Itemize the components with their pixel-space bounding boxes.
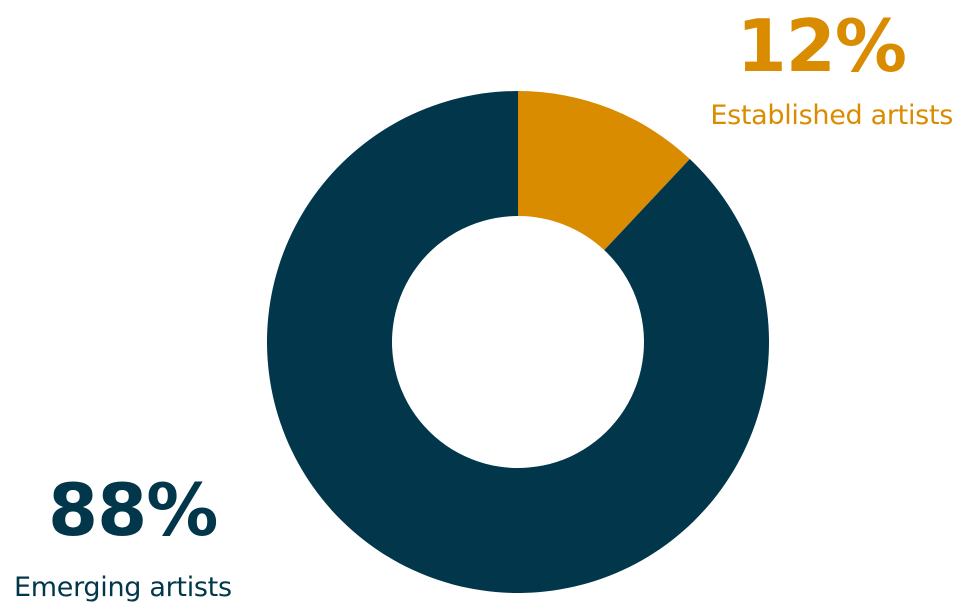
emerging-artists-label: Emerging artists: [14, 572, 232, 603]
established-artists-percent-label: 12%: [736, 4, 907, 88]
established-artists-label: Established artists: [710, 100, 953, 131]
donut-slice-emerging-artists: [267, 91, 770, 593]
emerging-artists-percent-label: 88%: [48, 468, 218, 552]
donut-slice-established-artists: [518, 91, 690, 251]
